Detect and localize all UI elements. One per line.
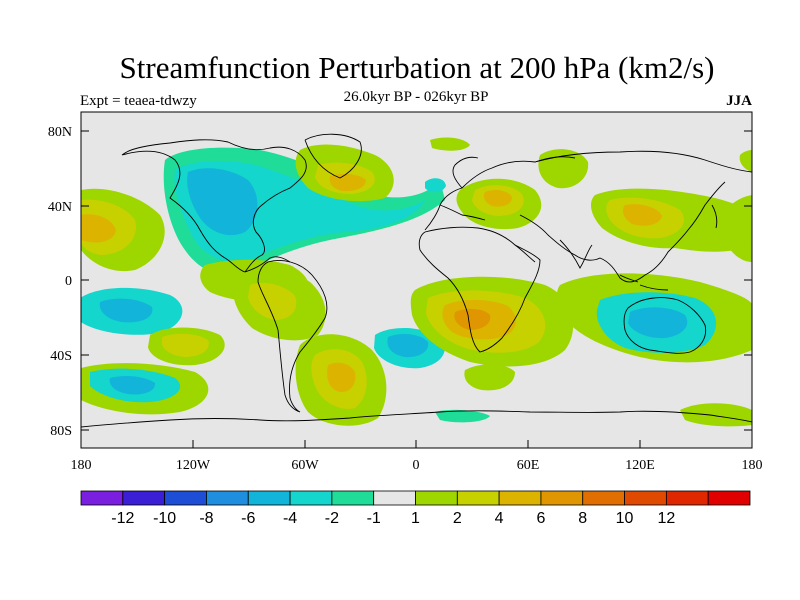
contour-fills bbox=[81, 137, 752, 427]
coastline-africa bbox=[418, 226, 541, 353]
colorbar-label: 1 bbox=[411, 510, 420, 527]
colorbar-swatch bbox=[582, 490, 625, 506]
map-plot-area bbox=[81, 112, 752, 448]
colorbar-label: 2 bbox=[453, 510, 462, 527]
contour-fill-arctic bbox=[430, 137, 470, 151]
lon-label: 180 bbox=[742, 458, 763, 473]
lon-label: 180 bbox=[71, 458, 92, 473]
contour-fill-north-america bbox=[187, 168, 258, 236]
axis-ticks bbox=[80, 130, 753, 448]
coastline-islands bbox=[619, 204, 718, 291]
contour-fill-australia bbox=[628, 307, 688, 339]
colorbar-label: 6 bbox=[536, 510, 545, 527]
lon-label: 60E bbox=[517, 458, 540, 473]
colorbar-swatch bbox=[206, 490, 249, 506]
contour-fill-south-pacific bbox=[109, 375, 156, 395]
contour-fill-south-atlantic bbox=[327, 362, 356, 393]
colorbar-swatch bbox=[331, 490, 375, 506]
colorbar-label: 8 bbox=[578, 510, 587, 527]
season-label: JJA bbox=[726, 93, 752, 109]
colorbar-swatch bbox=[498, 490, 542, 506]
contour-fill-arctic bbox=[425, 178, 446, 193]
coastline-north-america bbox=[121, 139, 307, 273]
plot-title: Streamfunction Perturbation at 200 hPa (… bbox=[119, 50, 715, 85]
colorbar-swatch bbox=[456, 490, 500, 506]
colorbar-label: -4 bbox=[283, 510, 297, 527]
coastline-australia bbox=[623, 297, 707, 354]
contour-fill-south-america bbox=[248, 283, 297, 320]
colorbar-swatch bbox=[540, 490, 584, 506]
contour-fill-tropics bbox=[99, 298, 153, 323]
lon-label: 120E bbox=[625, 458, 655, 473]
experiment-label: Expt = teaea-tdwzy bbox=[80, 93, 197, 109]
lat-label: 80S bbox=[50, 424, 72, 439]
colorbar-swatch bbox=[373, 490, 416, 506]
coastline-arabia-india bbox=[514, 239, 593, 269]
colorbar-label: -10 bbox=[153, 510, 176, 527]
coastline-antarctica bbox=[81, 410, 752, 428]
contour-fill-arctic bbox=[538, 149, 589, 189]
colorbar-label: -6 bbox=[241, 510, 255, 527]
colorbar-label: -12 bbox=[111, 510, 134, 527]
contour-fill-southern-ocean bbox=[464, 364, 515, 391]
lon-labels: 180 120W 60W 0 60E 120E 180 bbox=[71, 458, 763, 473]
colorbar-label: 4 bbox=[495, 510, 504, 527]
lat-labels: 80N 40N 0 40S 80S bbox=[48, 125, 72, 439]
colorbar-swatch bbox=[665, 490, 709, 506]
lon-label: 60W bbox=[291, 458, 319, 473]
coastline-south-america bbox=[257, 260, 328, 413]
coastlines bbox=[81, 133, 752, 428]
contour-fill-south-atlantic bbox=[387, 334, 429, 358]
lat-label: 40N bbox=[48, 200, 72, 215]
contour-fill-antarctic bbox=[435, 409, 490, 423]
lon-label: 120W bbox=[176, 458, 211, 473]
contour-fill-arctic bbox=[739, 150, 752, 172]
coastline-greenland bbox=[304, 133, 362, 179]
colorbar-swatch bbox=[624, 490, 667, 506]
contour-fill-south-pacific bbox=[162, 333, 209, 357]
colorbar-label: -1 bbox=[367, 510, 381, 527]
colorbar-swatch bbox=[415, 490, 458, 506]
contour-fill-pacific-north bbox=[81, 214, 116, 243]
contour-fill-southern-africa bbox=[454, 308, 491, 330]
contour-fill-europe bbox=[483, 189, 512, 207]
colorbar-swatch bbox=[80, 490, 124, 506]
lat-label: 80N bbox=[48, 125, 72, 140]
plot-subtitle: 26.0kyr BP - 026kyr BP bbox=[343, 89, 489, 105]
colorbar-swatch bbox=[164, 490, 207, 506]
colorbar-label: 10 bbox=[616, 510, 634, 527]
lat-label: 40S bbox=[50, 349, 72, 364]
colorbar-swatch bbox=[247, 490, 291, 506]
coastline-asia bbox=[519, 150, 752, 283]
contour-fill-antarctic bbox=[680, 403, 752, 427]
colorbar-label: 12 bbox=[657, 510, 675, 527]
colorbar-label: -8 bbox=[199, 510, 213, 527]
colorbar-swatch bbox=[122, 490, 166, 506]
contour-fill-north-atlantic bbox=[329, 173, 366, 192]
colorbar: -12 -10 -8 -6 -4 -2 -1 1 2 4 6 8 10 12 bbox=[80, 490, 751, 527]
colorbar-swatch bbox=[289, 490, 333, 506]
lat-label: 0 bbox=[65, 274, 72, 289]
lon-label: 0 bbox=[413, 458, 420, 473]
colorbar-swatch bbox=[707, 490, 751, 506]
contour-fill-east-asia bbox=[622, 204, 662, 226]
colorbar-label: -2 bbox=[325, 510, 339, 527]
